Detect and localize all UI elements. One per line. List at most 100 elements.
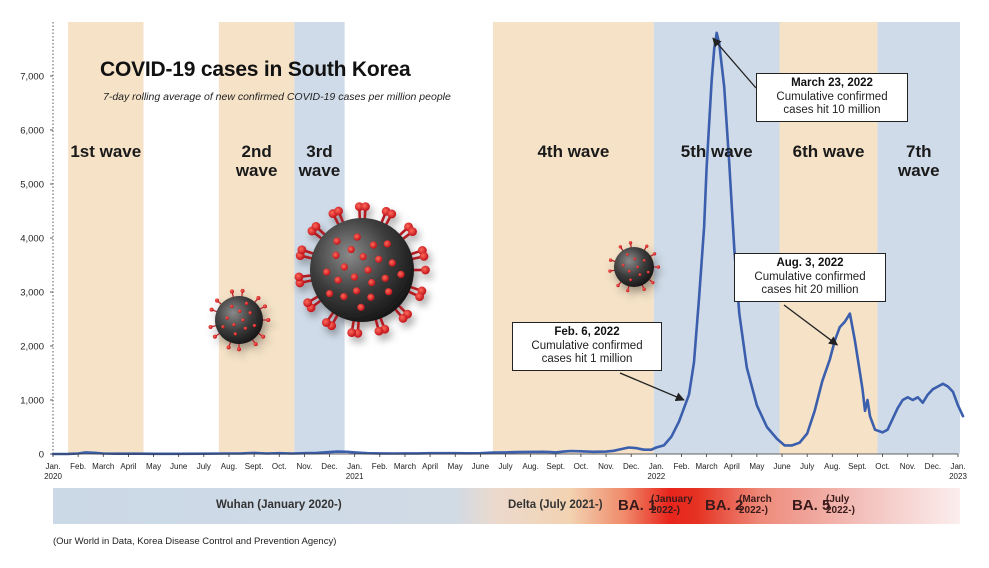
virus-spike-tip (375, 327, 384, 336)
variant-ba5-date-line1: (July (826, 494, 855, 505)
virus-surface-spike (341, 263, 348, 270)
x-tick-label: Feb. (673, 462, 689, 471)
virus-surface-spike (382, 275, 389, 282)
virus-surface-spike (384, 240, 391, 247)
virus-spike-tip (334, 207, 343, 216)
chart-title: COVID-19 cases in South Korea (100, 58, 410, 82)
variant-ba2-date: (March 2022-) (739, 494, 772, 516)
virus-surface-spike (323, 268, 330, 275)
x-tick-label: April (422, 462, 438, 471)
x-tick-label: Sept. (245, 462, 264, 471)
x-tick-label: Jan. (649, 462, 664, 471)
callout-line: Cumulative confirmed (763, 91, 901, 105)
variant-ba5-label: BA. 5 (792, 497, 830, 514)
x-tick-label: July (800, 462, 814, 471)
x-tick-label: Oct. (574, 462, 589, 471)
virus-spike-tip (213, 335, 217, 339)
virus-surface-spike (244, 327, 247, 330)
virus-surface-spike (351, 273, 358, 280)
x-tick-label: Nov. (296, 462, 312, 471)
virus-surface-spike (629, 278, 632, 281)
variant-ba1-date: (January 2022-) (651, 494, 693, 516)
variant-ba1-date-line1: (January (651, 494, 693, 505)
virus-surface-spike (367, 294, 374, 301)
virus-surface-spike (354, 233, 361, 240)
x-tick-year: 2022 (647, 472, 665, 481)
virus-spike-tip (210, 308, 214, 312)
x-tick-label: Oct. (272, 462, 287, 471)
virus-surface-spike (333, 237, 340, 244)
x-tick-label: March (394, 462, 416, 471)
x-tick-label: Jan. (950, 462, 965, 471)
wave-label-line: wave (236, 161, 278, 180)
virus-surface-spike (385, 288, 392, 295)
callout-date: March 23, 2022 (763, 77, 901, 91)
callout-line: Cumulative confirmed (519, 340, 655, 354)
virus-surface-spike (226, 316, 229, 319)
virus-surface-spike (370, 241, 377, 248)
virus-surface-spike (357, 304, 364, 311)
x-tick-label: Dec. (623, 462, 639, 471)
virus-spike-tip (608, 269, 611, 272)
variant-ba2-date-line1: (March (739, 494, 772, 505)
virus-spike-tip (240, 289, 244, 293)
x-tick-label: May (448, 462, 463, 471)
virus-spike-tip (642, 287, 645, 290)
x-tick-label: Jan. (45, 462, 60, 471)
wave-label-line: 3rd (299, 142, 341, 161)
x-tick-label: Dec. (321, 462, 337, 471)
wave-label-line: wave (898, 161, 940, 180)
virus-surface-spike (639, 273, 642, 276)
virus-spike-tip (657, 265, 660, 268)
virus-surface-spike (397, 271, 404, 278)
x-tick-year: 2023 (949, 472, 967, 481)
source-note: (Our World in Data, Korea Disease Contro… (53, 536, 336, 547)
virus-spike-tip (616, 284, 619, 287)
virus-spike-tip (256, 296, 260, 300)
x-tick-label: Aug. (221, 462, 237, 471)
virus-surface-spike (241, 318, 244, 321)
virus-surface-spike (389, 259, 396, 266)
y-tick-label: 3,000 (20, 288, 44, 299)
x-tick-label: June (472, 462, 490, 471)
virus-body (614, 247, 654, 287)
virus-surface-spike (628, 270, 631, 273)
callout-line: cases hit 20 million (741, 284, 879, 298)
virus-surface-spike (334, 277, 341, 284)
virus-spike-tip (227, 345, 231, 349)
virus-surface-spike (626, 253, 629, 256)
wave-label: 4th wave (537, 142, 609, 161)
x-tick-label: Nov. (598, 462, 614, 471)
y-tick-label: 4,000 (20, 234, 44, 245)
virus-spike-tip (209, 325, 213, 329)
virus-surface-spike (248, 311, 251, 314)
variant-ba1-date-line2: 2022-) (651, 505, 693, 516)
callout-line: Cumulative confirmed (741, 271, 879, 285)
wave-label-line: wave (299, 161, 341, 180)
virus-spike-tip (347, 328, 356, 337)
virus-spike-tip (626, 289, 629, 292)
wave-label: 5th wave (681, 142, 753, 161)
x-tick-label: July (498, 462, 512, 471)
virus-surface-spike (636, 266, 639, 269)
x-tick-label: June (773, 462, 791, 471)
virus-surface-spike (643, 259, 646, 262)
wave-label-line: 2nd (236, 142, 278, 161)
x-tick-label: March (695, 462, 717, 471)
virus-spike-tip (263, 304, 267, 308)
wave-label-line: 7th (898, 142, 940, 161)
y-tick-label: 5,000 (20, 180, 44, 191)
x-tick-year: 2021 (346, 472, 364, 481)
x-tick-label: May (146, 462, 161, 471)
y-tick-label: 6,000 (20, 126, 44, 137)
wave-label: 6th wave (793, 142, 865, 161)
x-tick-label: Oct. (875, 462, 890, 471)
x-tick-label: Jan. (347, 462, 362, 471)
virus-spike-tip (420, 252, 429, 261)
virus-spike-tip (215, 299, 219, 303)
virus-surface-spike (253, 324, 256, 327)
